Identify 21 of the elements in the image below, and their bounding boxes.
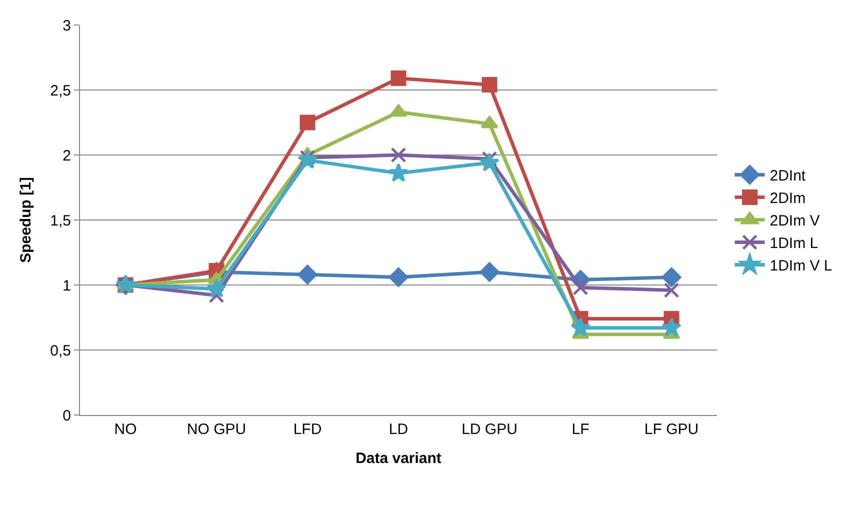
legend-label: 2DInt — [770, 168, 806, 185]
x-axis-title: Data variant — [356, 450, 442, 467]
x-tick-label: LD — [388, 421, 408, 438]
legend-label: 1DIm L — [770, 235, 818, 252]
y-tick-label: 3 — [62, 17, 71, 34]
x-tick-label: LD GPU — [462, 421, 518, 438]
y-tick-label: 1,5 — [50, 212, 71, 230]
y-tick-label: 1 — [62, 277, 71, 294]
x-tick-label: LFD — [293, 421, 322, 438]
y-axis-title: Speedup [1] — [17, 177, 34, 263]
y-tick-label: 2,5 — [50, 82, 71, 100]
x-tick-label: LF — [572, 421, 590, 438]
x-tick-label: NO GPU — [186, 421, 246, 438]
x-tick-label: NO — [114, 421, 137, 438]
legend-label: 2DIm — [770, 190, 806, 208]
y-tick-label: 0 — [62, 407, 71, 424]
y-tick-label: 2 — [62, 147, 71, 164]
legend-label: 1DIm V L — [770, 258, 832, 275]
x-tick-label: LF GPU — [644, 421, 699, 438]
y-tick-label: 0,5 — [50, 342, 71, 360]
legend-label: 2DIm V — [770, 212, 820, 230]
